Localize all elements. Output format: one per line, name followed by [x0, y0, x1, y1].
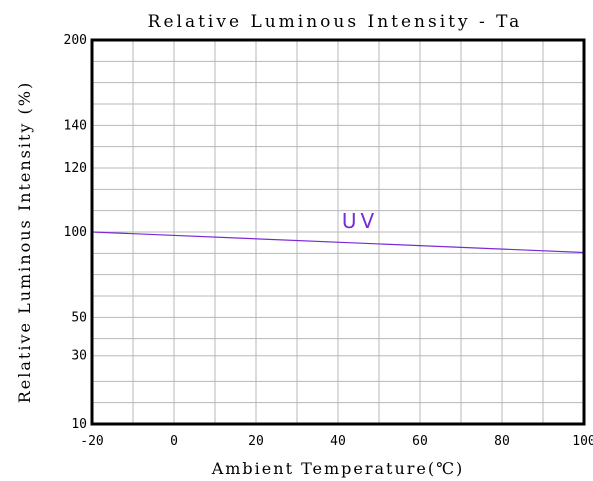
series-line-uv	[91, 231, 585, 254]
series-label-uv: UV	[342, 209, 378, 233]
series-layer: UV	[91, 209, 585, 254]
x-tick-label: 20	[248, 434, 264, 449]
x-tick-label: 0	[170, 434, 178, 449]
x-tick-label: 80	[494, 434, 510, 449]
y-tick-labels: 200 140 120 100 50 30 10	[64, 33, 87, 432]
y-tick-label: 200	[64, 33, 87, 48]
y-tick-label: 120	[64, 161, 87, 176]
x-tick-label: 60	[412, 434, 428, 449]
y-tick-label: 10	[71, 417, 87, 432]
grid	[92, 40, 584, 424]
y-tick-label: 140	[64, 118, 87, 133]
x-tick-label: -20	[80, 434, 103, 449]
y-axis-label: Relative Luminous Intensity (%)	[15, 81, 34, 403]
plot-frame	[90, 38, 586, 426]
chart-title: Relative Luminous Intensity - Ta	[148, 12, 523, 32]
x-tick-label: 40	[330, 434, 346, 449]
y-tick-label: 30	[71, 349, 87, 364]
x-tick-labels: -20 0 20 40 60 80 100	[80, 434, 593, 449]
x-tick-label: 100	[572, 434, 593, 449]
x-axis-label: Ambient Temperature(℃)	[211, 459, 465, 478]
y-tick-label: 50	[71, 310, 87, 325]
y-tick-label: 100	[64, 225, 87, 240]
